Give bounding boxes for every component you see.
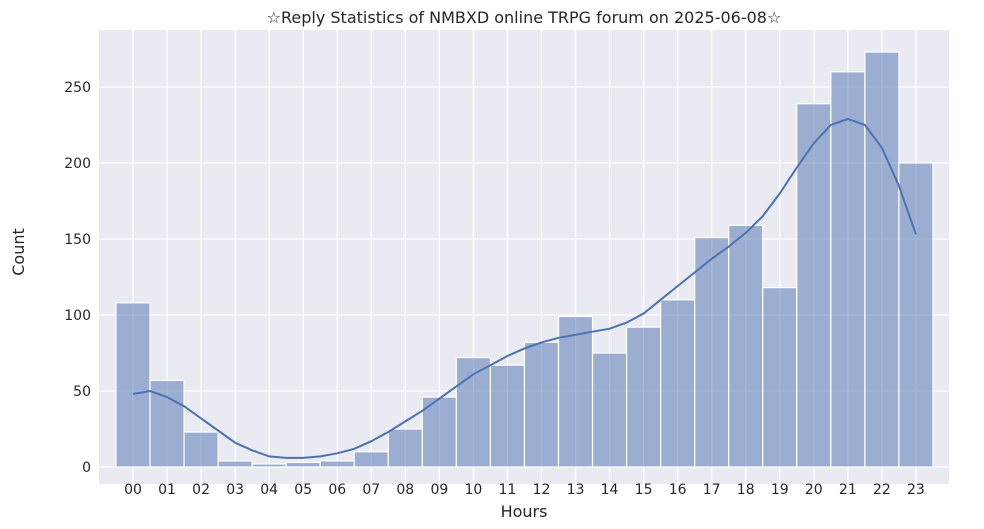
x-tick-label: 07 <box>362 482 380 498</box>
bar-21 <box>830 71 866 468</box>
x-tick-label: 17 <box>703 482 721 498</box>
x-tick-label: 08 <box>396 482 414 498</box>
y-tick-label: 0 <box>82 460 91 476</box>
bar-02 <box>183 431 219 468</box>
bar-01 <box>149 379 185 468</box>
x-tick-label: 16 <box>669 482 687 498</box>
bar-22 <box>864 51 900 468</box>
bar-05 <box>285 461 321 468</box>
y-tick-label: 50 <box>73 384 91 400</box>
y-tick-label: 100 <box>64 308 91 324</box>
y-tick-label: 150 <box>64 232 91 248</box>
bar-23 <box>898 162 934 468</box>
x-tick-label: 05 <box>294 482 312 498</box>
x-tick-label: 00 <box>124 482 142 498</box>
x-tick-label: 12 <box>533 482 551 498</box>
y-tick-label: 250 <box>64 80 91 96</box>
x-tick-label: 15 <box>635 482 653 498</box>
x-tick-label: 04 <box>260 482 278 498</box>
x-tick-label: 20 <box>805 482 823 498</box>
x-tick-label: 14 <box>601 482 619 498</box>
x-tick-label: 22 <box>873 482 891 498</box>
chart-title: ☆Reply Statistics of NMBXD online TRPG f… <box>267 8 782 27</box>
bar-20 <box>796 103 832 468</box>
bar-03 <box>217 460 253 468</box>
x-tick-label: 21 <box>839 482 857 498</box>
bar-10 <box>455 356 492 468</box>
x-tick-label: 01 <box>158 482 176 498</box>
x-tick-label: 11 <box>499 482 517 498</box>
x-tick-label: 19 <box>771 482 789 498</box>
bar-17 <box>694 236 730 468</box>
y-axis-label: Count <box>9 228 28 276</box>
x-tick-label: 06 <box>328 482 346 498</box>
x-tick-label: 03 <box>226 482 244 498</box>
x-tick-label: 02 <box>192 482 210 498</box>
x-axis-label: Hours <box>501 502 548 521</box>
bar-14 <box>591 352 628 468</box>
bar-00 <box>115 302 151 468</box>
x-tick-label: 10 <box>464 482 482 498</box>
y-tick-label: 200 <box>64 156 91 172</box>
bar-08 <box>387 428 423 468</box>
bar-12 <box>523 341 560 468</box>
x-tick-label: 23 <box>907 482 925 498</box>
bar-19 <box>762 287 798 468</box>
x-tick-label: 13 <box>567 482 585 498</box>
bar-06 <box>319 460 355 468</box>
bar-11 <box>489 364 526 468</box>
bar-07 <box>353 451 389 468</box>
bar-04 <box>251 463 287 468</box>
bar-15 <box>625 326 662 468</box>
bar-18 <box>728 224 764 468</box>
x-tick-label: 09 <box>430 482 448 498</box>
bar-16 <box>660 299 696 468</box>
x-tick-label: 18 <box>737 482 755 498</box>
bar-13 <box>557 315 594 468</box>
kde-curve <box>132 117 917 459</box>
